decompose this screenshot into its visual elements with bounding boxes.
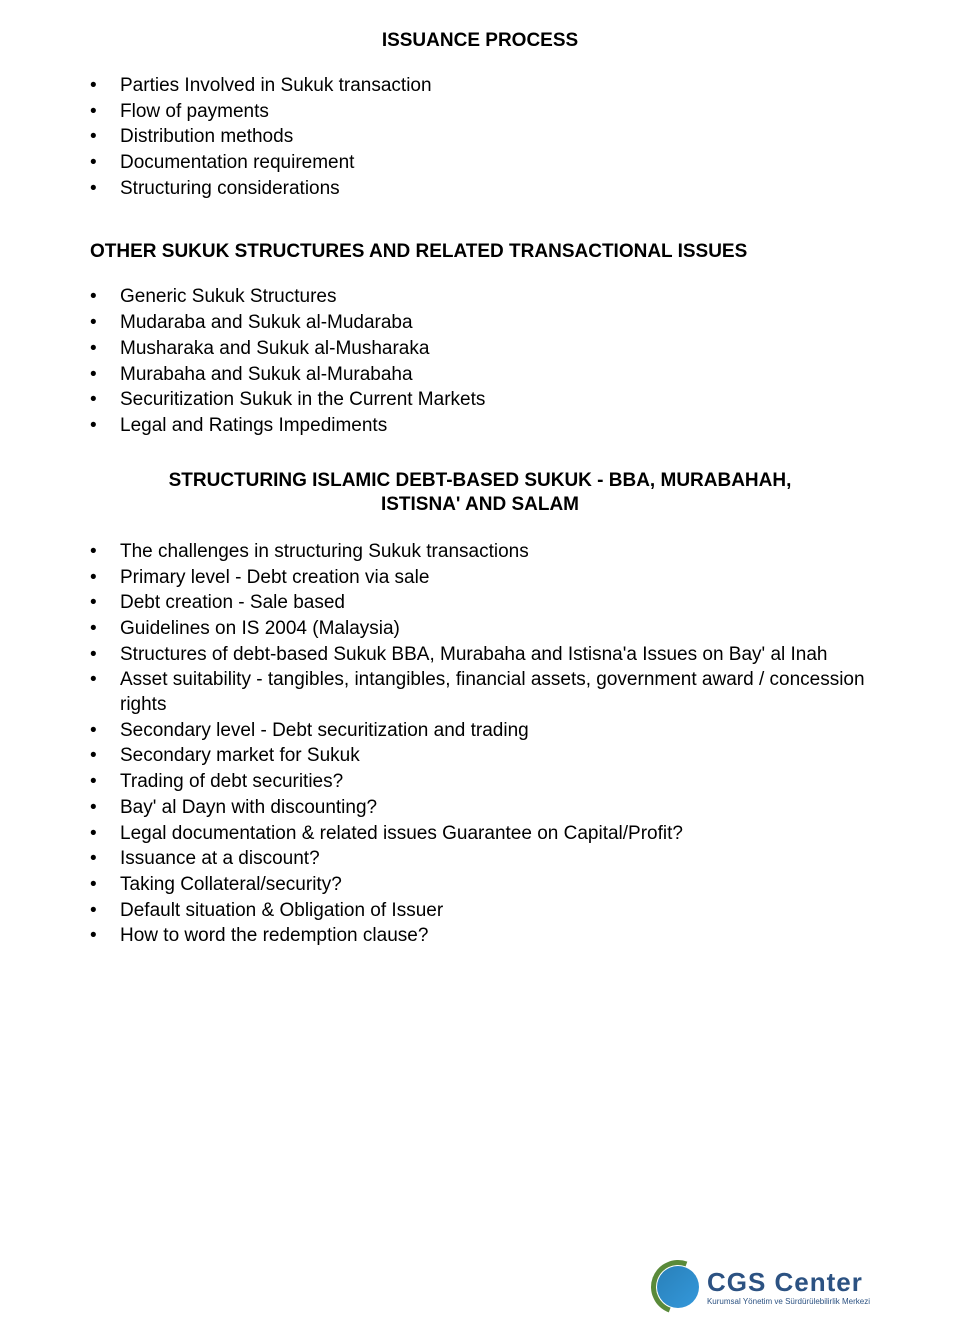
list-item: Mudaraba and Sukuk al-Mudaraba bbox=[90, 311, 870, 336]
list-item: Asset suitability - tangibles, intangibl… bbox=[90, 668, 870, 717]
list-item: Primary level - Debt creation via sale bbox=[90, 566, 870, 591]
list-item: Secondary market for Sukuk bbox=[90, 744, 870, 769]
logo-text-group: CGS Center Kurumsal Yönetim ve Sürdürüle… bbox=[707, 1269, 870, 1306]
list-item: Bay' al Dayn with discounting? bbox=[90, 796, 870, 821]
list-item: Documentation requirement bbox=[90, 151, 870, 176]
list-item: Parties Involved in Sukuk transaction bbox=[90, 74, 870, 99]
list-item: How to word the redemption clause? bbox=[90, 924, 870, 949]
section-heading-other: OTHER SUKUK STRUCTURES AND RELATED TRANS… bbox=[90, 241, 870, 263]
list-item: Legal documentation & related issues Gua… bbox=[90, 822, 870, 847]
list-item: Issuance at a discount? bbox=[90, 847, 870, 872]
heading-line-1: STRUCTURING ISLAMIC DEBT-BASED SUKUK - B… bbox=[169, 470, 792, 491]
list-item: Distribution methods bbox=[90, 125, 870, 150]
logo: CGS Center Kurumsal Yönetim ve Sürdürüle… bbox=[657, 1266, 870, 1308]
issuance-list: Parties Involved in Sukuk transaction Fl… bbox=[90, 74, 870, 201]
structuring-list: The challenges in structuring Sukuk tran… bbox=[90, 540, 870, 949]
arc-icon bbox=[642, 1251, 714, 1323]
other-structures-list: Generic Sukuk Structures Mudaraba and Su… bbox=[90, 285, 870, 438]
section-heading-structuring: STRUCTURING ISLAMIC DEBT-BASED SUKUK - B… bbox=[90, 469, 870, 518]
list-item: Trading of debt securities? bbox=[90, 770, 870, 795]
logo-subtitle: Kurumsal Yönetim ve Sürdürülebilirlik Me… bbox=[707, 1297, 870, 1306]
list-item: Structuring considerations bbox=[90, 177, 870, 202]
list-item: Secondary level - Debt securitization an… bbox=[90, 719, 870, 744]
list-item: Generic Sukuk Structures bbox=[90, 285, 870, 310]
logo-title: CGS Center bbox=[707, 1269, 870, 1295]
list-item: Debt creation - Sale based bbox=[90, 591, 870, 616]
list-item: Legal and Ratings Impediments bbox=[90, 414, 870, 439]
list-item: Default situation & Obligation of Issuer bbox=[90, 899, 870, 924]
list-item: Structures of debt-based Sukuk BBA, Mura… bbox=[90, 643, 870, 668]
list-item: Flow of payments bbox=[90, 100, 870, 125]
globe-icon bbox=[657, 1266, 699, 1308]
heading-line-2: ISTISNA' AND SALAM bbox=[381, 494, 579, 515]
section-heading-issuance: ISSUANCE PROCESS bbox=[90, 30, 870, 52]
list-item: Musharaka and Sukuk al-Musharaka bbox=[90, 337, 870, 362]
list-item: Murabaha and Sukuk al-Murabaha bbox=[90, 363, 870, 388]
list-item: Taking Collateral/security? bbox=[90, 873, 870, 898]
list-item: The challenges in structuring Sukuk tran… bbox=[90, 540, 870, 565]
list-item: Guidelines on IS 2004 (Malaysia) bbox=[90, 617, 870, 642]
list-item: Securitization Sukuk in the Current Mark… bbox=[90, 388, 870, 413]
